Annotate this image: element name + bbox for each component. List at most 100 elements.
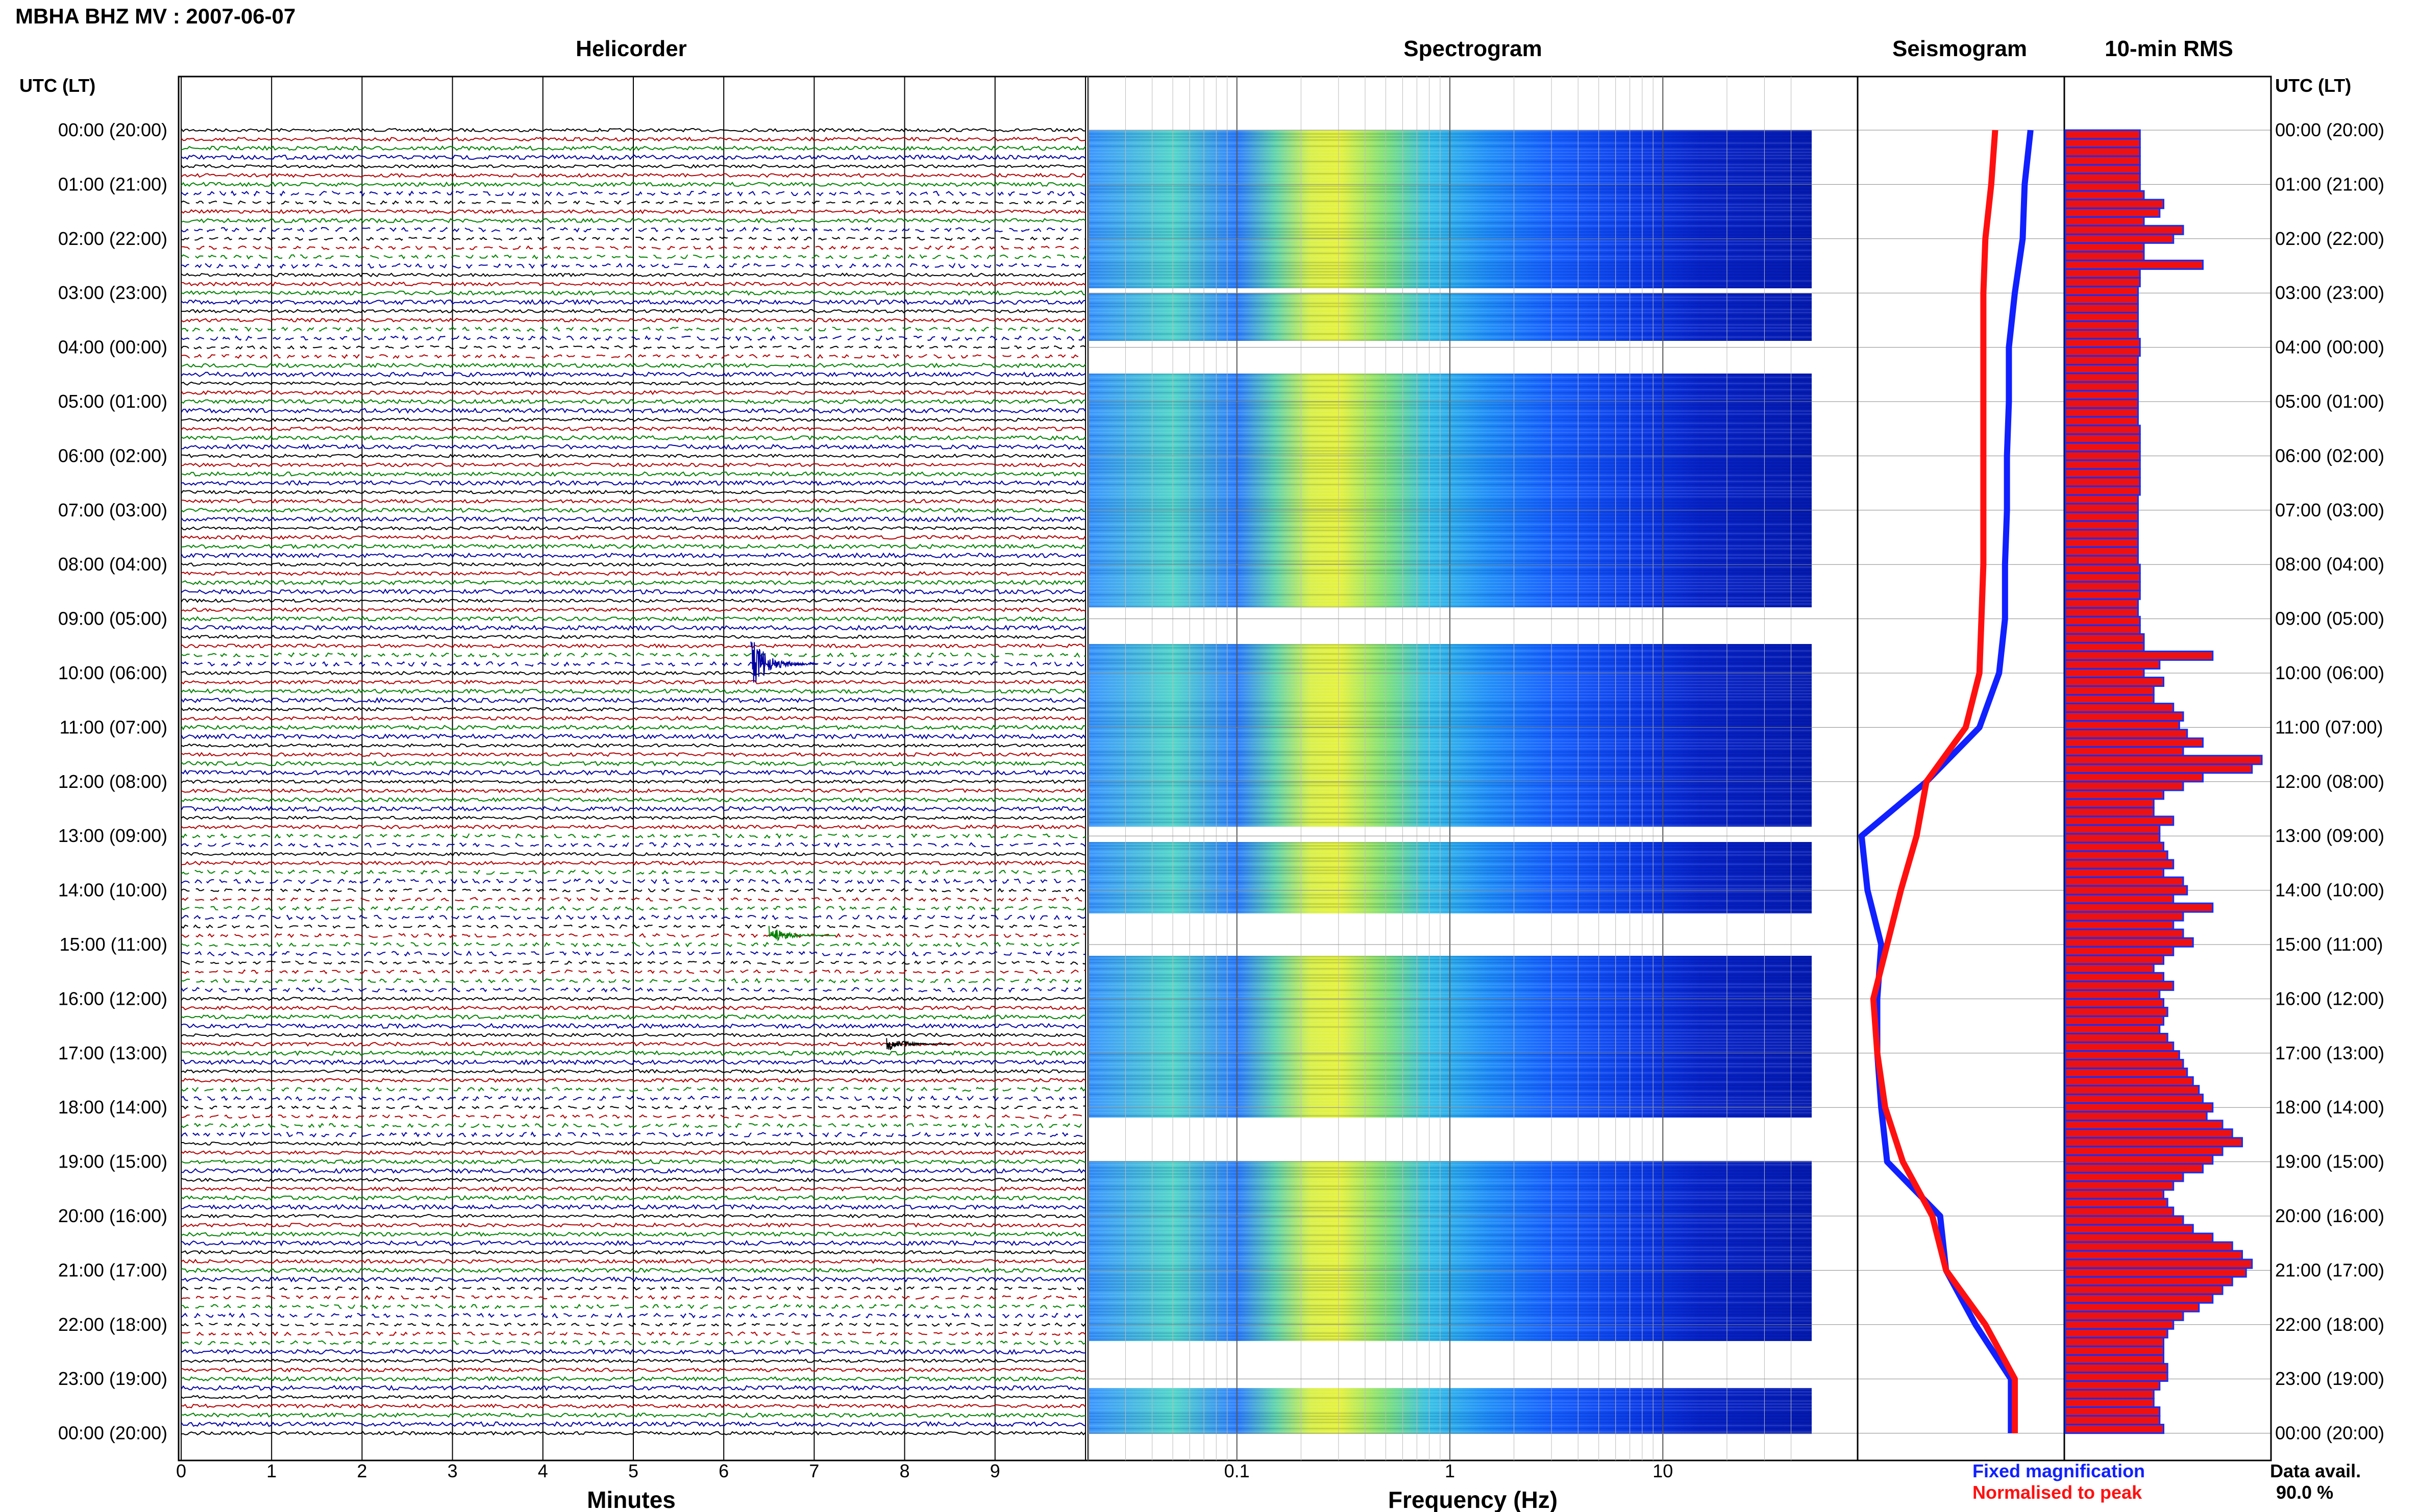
time-label-right: 11:00 (07:00) — [2275, 716, 2383, 737]
time-label-left: 22:00 (18:00) — [58, 1314, 167, 1335]
rms-bar — [2064, 303, 2139, 314]
time-label-right: 07:00 (03:00) — [2275, 500, 2384, 520]
helicorder-trace — [181, 1395, 1086, 1400]
seismogram-panel — [1857, 76, 2065, 1461]
time-label-left: 20:00 (16:00) — [58, 1205, 167, 1226]
rms-bar — [2064, 1380, 2161, 1391]
time-label-right: 19:00 (15:00) — [2275, 1151, 2384, 1172]
helicorder-trace — [181, 588, 1086, 595]
rms-bar — [2064, 589, 2141, 600]
rms-frame — [2063, 76, 2272, 1461]
minute-tick-label: 5 — [628, 1460, 638, 1481]
rms-bar — [2064, 1398, 2155, 1408]
helicorder-trace — [181, 707, 1086, 712]
panel-title-seismogram: Seismogram — [1892, 36, 2027, 61]
seis-frame — [1857, 76, 2065, 1461]
rms-bar — [2064, 520, 2139, 531]
rms-bar — [2064, 937, 2194, 948]
helicorder-trace — [181, 941, 1086, 948]
right-axis-header: UTC (LT) — [2275, 75, 2351, 96]
rms-bar — [2064, 1232, 2214, 1243]
helicorder-trace — [181, 1131, 1086, 1138]
helicorder-trace — [181, 354, 1086, 359]
helicorder-trace — [181, 888, 1086, 893]
rms-bar — [2064, 285, 2139, 296]
rms-bar — [2064, 1310, 2184, 1321]
rms-bar — [2064, 1198, 2168, 1208]
helicorder-trace — [181, 1159, 1086, 1164]
rms-bar — [2064, 677, 2164, 687]
helicorder-trace — [181, 1186, 1086, 1192]
helicorder-trace — [181, 145, 1086, 151]
helicorder-trace — [181, 760, 1086, 766]
rms-bar — [2064, 1085, 2200, 1096]
rms-bar — [2064, 1224, 2194, 1234]
rms-bar — [2064, 1276, 2233, 1286]
rms-bar — [2064, 477, 2141, 487]
rms-bar — [2064, 468, 2141, 479]
time-label-right: 09:00 (05:00) — [2275, 608, 2384, 629]
time-label-left: 01:00 (21:00) — [58, 173, 167, 194]
helicorder-trace — [181, 371, 1086, 378]
helicorder-trace — [181, 1431, 1086, 1436]
rms-bar — [2064, 546, 2139, 557]
helicorder-trace — [181, 724, 1086, 731]
helicorder-trace — [181, 390, 1086, 395]
rms-bar — [2064, 181, 2141, 192]
helicorder-trace — [181, 1095, 1086, 1102]
helicorder-trace — [181, 1340, 1086, 1346]
rms-bar — [2064, 1042, 2175, 1052]
rms-panel — [2063, 76, 2272, 1461]
helicorder-trace — [181, 1204, 1086, 1210]
rms-bar — [2064, 1137, 2243, 1148]
rms-bar — [2064, 381, 2139, 392]
time-label-left: 18:00 (14:00) — [58, 1097, 167, 1118]
rms-bar — [2064, 364, 2139, 375]
helicorder-trace — [181, 905, 1086, 911]
rms-bar — [2064, 946, 2175, 956]
time-label-left: 03:00 (23:00) — [58, 282, 167, 303]
time-label-left: 15:00 (11:00) — [60, 934, 167, 955]
helicorder-trace — [181, 562, 1086, 567]
time-label-left: 16:00 (12:00) — [58, 988, 167, 1009]
plot-title: MBHA BHZ MV : 2007-06-07 — [15, 4, 295, 28]
helicorder-trace — [181, 1385, 1086, 1391]
helicorder-trace — [181, 661, 1086, 667]
helicorder-trace — [181, 842, 1086, 849]
helicorder-trace — [181, 715, 1086, 721]
helicorder-trace — [181, 254, 1086, 260]
time-label-right: 03:00 (23:00) — [2275, 282, 2384, 303]
rms-bar — [2064, 511, 2139, 522]
helicorder-trace — [181, 362, 1086, 368]
helicorder-trace — [181, 299, 1086, 306]
rms-bar — [2064, 312, 2139, 323]
rms-bar — [2064, 624, 2141, 635]
helicorder-trace — [181, 399, 1086, 405]
helicorder-trace — [181, 1376, 1086, 1382]
helicorder-trace — [181, 878, 1085, 885]
helicorder-trace — [181, 996, 1086, 1001]
helicorder-trace — [181, 1069, 1086, 1074]
rms-bar — [2064, 789, 2164, 800]
minute-tick-label: 4 — [538, 1460, 548, 1481]
rms-bar — [2064, 885, 2188, 896]
rms-bar — [2064, 346, 2141, 357]
helicorder-trace — [181, 1122, 1086, 1129]
helicorder-trace — [181, 1014, 1086, 1020]
rms-bar — [2064, 1094, 2204, 1104]
helicorder-trace — [181, 1250, 1086, 1255]
helicorder-trace — [181, 1086, 1086, 1093]
legend-fixed: Fixed magnification — [1972, 1460, 2145, 1481]
rms-bar — [2064, 399, 2139, 409]
helicorder-trace — [181, 1295, 1086, 1300]
rms-bar — [2064, 928, 2184, 939]
rms-bar — [2064, 1032, 2168, 1044]
rms-bar — [2064, 259, 2204, 270]
helicorder-trace — [181, 426, 1086, 432]
helicorder-trace — [181, 733, 1086, 740]
rms-bar — [2064, 859, 2175, 870]
rms-bar — [2064, 755, 2263, 765]
helicorder-trace — [181, 209, 1086, 214]
rms-bar — [2064, 1250, 2243, 1260]
helicorder-trace — [181, 408, 1086, 414]
